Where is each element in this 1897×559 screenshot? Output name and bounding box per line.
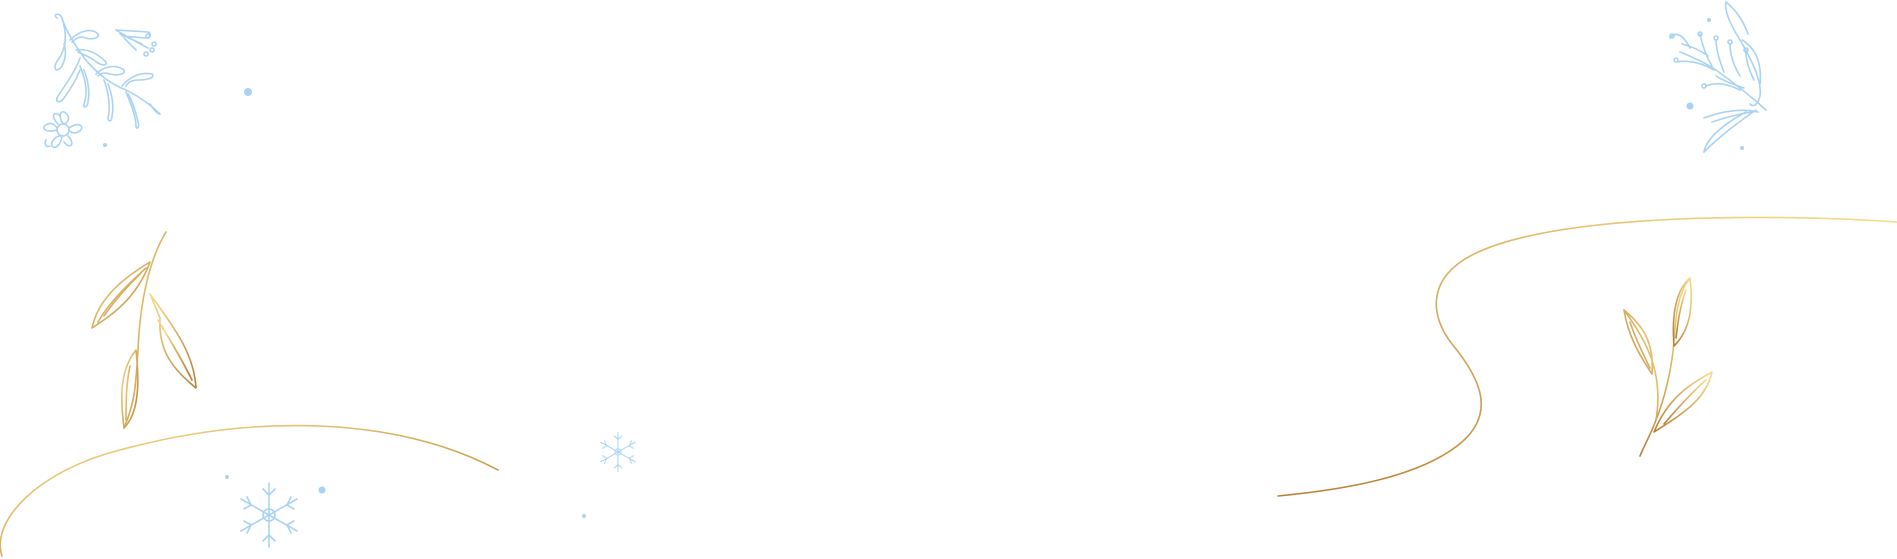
blue-floral-sprig-icon [54, 13, 161, 129]
snowflake-icon [240, 482, 298, 548]
blue-flower-icon [43, 111, 83, 149]
snowflake-icon [600, 431, 636, 473]
blue-leafy-branch-icon [1669, 1, 1767, 153]
blue-dot [103, 18, 1744, 518]
blue-berry-sprig-icon [115, 29, 157, 57]
gold-swirl-line [0, 424, 499, 557]
gold-leaf-sprig-icon [1623, 277, 1713, 457]
gold-swirl-line [1277, 216, 1897, 497]
gold-leaf-sprig-icon [91, 231, 197, 429]
